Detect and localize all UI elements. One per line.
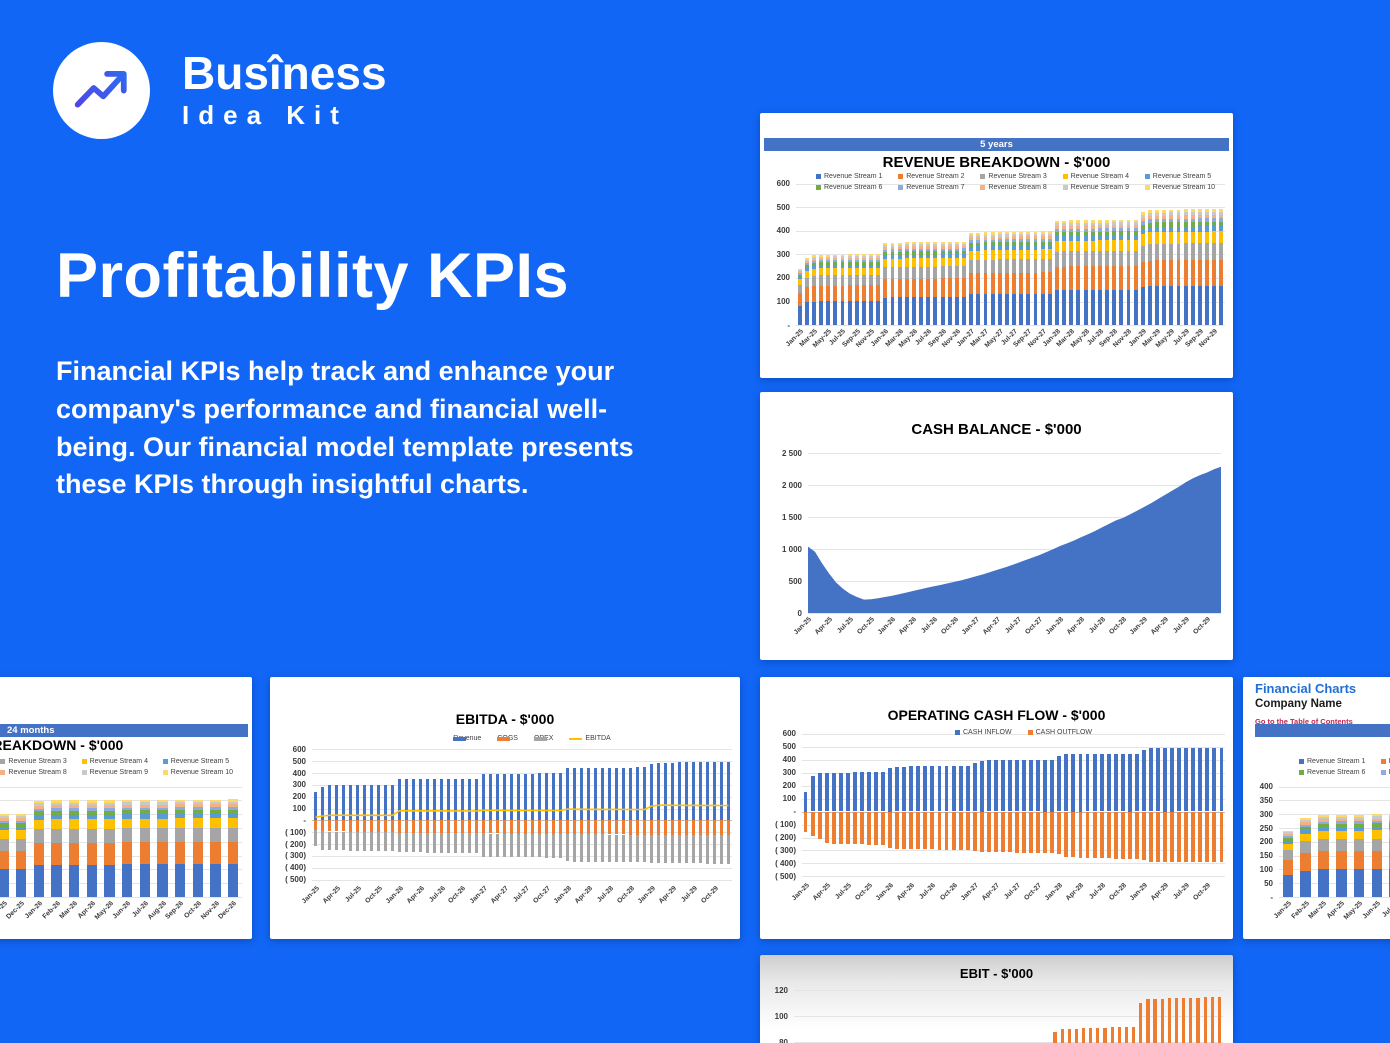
chart-title: EBITDA - $'000 [455, 711, 555, 727]
card-revenue-breakdown-5y: 5 years REVENUE BREAKDOWN - $'000 600 500… [760, 113, 1233, 378]
legend-marker [162, 759, 168, 764]
period-bar-label: 24 months [7, 725, 55, 736]
legend-item: COGS [497, 735, 518, 742]
legend-marker [980, 174, 986, 179]
operating-cash-flow-chart: 600 500 400 300 200 100-( 100)( 200)( 300)( 4… [760, 677, 1233, 939]
legend-item: Revenue Stream 1 [1299, 758, 1379, 765]
legend-item: Revenue [453, 735, 482, 742]
legend-marker [1062, 185, 1068, 190]
legend-item: Revenue Stream 3 [0, 758, 79, 765]
legend-marker [81, 759, 87, 764]
legend-marker [1299, 770, 1304, 775]
brand-name: Busîness Idea Kit [182, 50, 387, 131]
revenue-breakdown-24m-chart: 40035030025020015010050-Jan-25Feb-25Mar-… [0, 677, 252, 939]
legend-marker [980, 185, 986, 190]
legend-item: CASH INFLOW [954, 729, 1012, 736]
legend-item: Revenue Stream 6 [1299, 769, 1379, 776]
legend-marker [954, 730, 960, 735]
brand-name-line2: Idea Kit [182, 100, 348, 130]
period-bar: 24 months [0, 724, 248, 737]
period-bar: 24 months [1255, 724, 1390, 737]
legend-item: Revenue Stream 2 [898, 173, 978, 180]
chart-title: REVENUE BREAKDOWN - $'000 [882, 154, 1111, 171]
card-cash-balance: CASH BALANCE - $'000 2 500 2 000 1 500 1 00… [760, 392, 1233, 660]
chart-title: REVENUE BREAKDOWN - $'000 [0, 737, 124, 753]
legend-marker [453, 736, 467, 741]
legend-marker [0, 759, 6, 764]
chart-title: EBIT - $'000 [959, 966, 1034, 981]
legend-item: Revenue Stream 3 [980, 173, 1060, 180]
trend-arrow-icon [70, 56, 134, 125]
page-title: Profitability KPIs [56, 241, 570, 311]
legend-item: Revenue Stream 6 [816, 184, 896, 191]
legend-item: Revenue Stream 10 [162, 769, 242, 776]
card-operating-cash-flow: OPERATING CASH FLOW - $'000 600 500 400 300… [760, 677, 1233, 939]
cash-balance-chart: 2 500 2 000 1 500 1 000 500 0 Jan-25 Apr-25 Jul-… [760, 392, 1233, 660]
company-name: Company Name [1255, 697, 1342, 710]
card-ebit: EBIT - $'000 12010080604020-Jan-25Apr-25… [760, 955, 1233, 1043]
legend-marker [1144, 185, 1150, 190]
legend-marker [1144, 174, 1150, 179]
legend-item: Revenue Stream 9 [1062, 184, 1143, 191]
table-of-contents-link[interactable]: Go to the Table of Contents [1255, 717, 1353, 727]
sheet-header: Financial Charts Company Name Go to the … [1255, 681, 1357, 729]
ebitda-chart: 600 500 400 300 200 100-( 100)( 200)( 300)( 4… [270, 677, 740, 939]
chart-title: CASH BALANCE - $'000 [911, 421, 1082, 438]
chart-title: OPERATING CASH FLOW - $'000 [887, 707, 1106, 723]
legend-marker [898, 185, 904, 190]
period-bar: 5 years [764, 138, 1229, 151]
brand-logo [53, 42, 150, 139]
legend-item: Revenue Stream 10 [1144, 184, 1225, 191]
legend-item: Revenue Stream 1 [816, 173, 896, 180]
period-bar-label: 5 years [980, 139, 1013, 150]
brand-name-line1: Busîness [182, 47, 387, 99]
legend-marker [1062, 174, 1068, 179]
legend-item: Revenue Stream 4 [81, 758, 161, 765]
legend-marker [533, 736, 547, 741]
legend-item: Revenue Stream 8 [0, 769, 79, 776]
page-description: Financial KPIs help track and enhance yo… [56, 356, 634, 500]
legend-marker [0, 770, 6, 775]
legend-marker [816, 185, 821, 190]
legend-marker [81, 770, 87, 775]
legend-item: Revenue Stream 2 [1380, 758, 1390, 765]
card-ebitda: EBITDA - $'000 600 500 400 300 200 100-( 100)… [270, 677, 740, 939]
legend-item: Revenue Stream 8 [980, 184, 1060, 191]
legend-marker [162, 770, 168, 775]
card-financial-charts: Financial Charts Company Name Go to the … [1243, 677, 1390, 939]
revenue-breakdown-5y-chart: 600 500 400 300 200 100- Jan-25 Mar-25 May-25 Jul… [760, 113, 1233, 378]
legend-marker [1380, 759, 1386, 764]
legend-item: Revenue Stream 7 [898, 184, 978, 191]
legend-item: OPEX [533, 735, 553, 742]
legend-item: EBITDA [569, 735, 611, 742]
card-revenue-breakdown-24m: Financial Charts Company Name Go to the … [0, 677, 252, 939]
sheet-title: Financial Charts [1255, 681, 1357, 696]
brand-header: Busîness Idea Kit [53, 42, 387, 139]
legend-marker [1027, 730, 1033, 735]
legend-marker [1380, 770, 1386, 775]
legend-item: Revenue Stream 9 [81, 769, 161, 776]
legend-marker [898, 174, 904, 179]
legend-marker [1299, 759, 1304, 764]
legend-item: CASH OUTFLOW [1027, 729, 1092, 736]
legend-marker [816, 174, 821, 179]
legend-marker [497, 736, 511, 741]
legend-item: Revenue Stream 4 [1062, 173, 1143, 180]
legend-item: Revenue Stream 7 [1380, 769, 1390, 776]
legend-item: Revenue Stream 5 [1144, 173, 1225, 180]
legend-item: Revenue Stream 5 [162, 758, 242, 765]
legend-marker [569, 737, 583, 740]
